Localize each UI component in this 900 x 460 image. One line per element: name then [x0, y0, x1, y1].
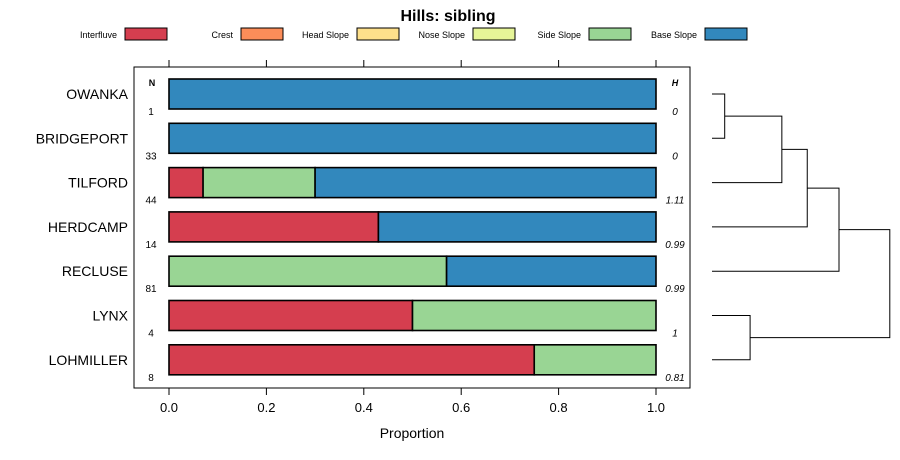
x-axis: 0.0 0.2 0.4 0.6 0.8 1.0 — [160, 60, 665, 415]
h-value-lohmiller: 0.81 — [665, 373, 684, 384]
bar-lohmiller-side-slope — [533, 343, 657, 376]
category-label-lohmiller: LOHMILLER — [49, 352, 128, 368]
dendrogram — [712, 93, 891, 361]
h-column-header: H — [672, 78, 679, 88]
category-label-herdcamp: HERDCAMP — [48, 219, 128, 235]
n-value-herdcamp: 14 — [145, 240, 157, 251]
legend-label-nose-slope: Nose Slope — [418, 30, 465, 40]
bar-tilford-side-slope — [202, 166, 316, 199]
legend-swatch-head-slope — [356, 27, 400, 41]
category-labels: OWANKA BRIDGEPORT TILFORD HERDCAMP RECLUSE LY… — [36, 86, 129, 368]
dendrogram-link-2 — [712, 148, 808, 228]
bar-lohmiller-interfluve — [168, 343, 536, 376]
bar-tilford-interfluve — [168, 166, 204, 199]
bar-lynx-side-slope — [411, 299, 657, 332]
n-column-header: N — [149, 78, 156, 88]
x-tick-label-2: 0.4 — [355, 400, 373, 415]
dendrogram-link-0 — [712, 93, 726, 139]
legend-label-crest: Crest — [211, 30, 233, 40]
dendrogram-link-1 — [712, 115, 783, 184]
category-label-bridgeport: BRIDGEPORT — [36, 130, 129, 146]
legend-swatch-crest — [240, 27, 284, 41]
legend-swatch-base-slope — [704, 27, 748, 41]
bar-recluse-base-slope — [445, 255, 657, 288]
h-value-bridgeport: 0 — [672, 151, 678, 162]
legend-label-head-slope: Head Slope — [302, 30, 349, 40]
legend: Interfluve Crest Head Slope Nose Slope Side … — [80, 27, 748, 41]
n-value-tilford: 44 — [145, 196, 157, 207]
chart-title: Hills: sibling — [400, 8, 495, 25]
bar-recluse-side-slope — [168, 255, 448, 288]
x-tick-label-0: 0.0 — [160, 400, 178, 415]
x-tick-label-1: 0.2 — [257, 400, 275, 415]
bar-tilford-base-slope — [314, 166, 657, 199]
dendrogram-link-3 — [712, 187, 840, 272]
category-label-lynx: LYNX — [92, 308, 128, 324]
n-value-owanka: 1 — [148, 107, 154, 118]
category-label-recluse: RECLUSE — [62, 263, 128, 279]
x-tick-label-3: 0.6 — [452, 400, 470, 415]
dendrogram-link-5 — [750, 229, 891, 339]
x-axis-label: Proportion — [380, 425, 445, 441]
n-value-lynx: 4 — [148, 329, 154, 340]
h-value-recluse: 0.99 — [665, 284, 685, 295]
x-tick-label-4: 0.8 — [550, 400, 568, 415]
bar-lynx-interfluve — [168, 299, 414, 332]
legend-label-side-slope: Side Slope — [537, 30, 581, 40]
h-value-tilford: 1.11 — [666, 196, 685, 207]
bar-bridgeport-base-slope — [168, 122, 657, 155]
bar-herdcamp-interfluve — [168, 211, 380, 243]
plot-frame — [133, 66, 691, 389]
category-label-tilford: TILFORD — [68, 175, 128, 191]
x-tick-label-5: 1.0 — [647, 400, 665, 415]
h-value-lynx: 1 — [672, 329, 678, 340]
bar-herdcamp-base-slope — [377, 211, 657, 243]
h-value-owanka: 0 — [672, 107, 678, 118]
h-value-herdcamp: 0.99 — [665, 240, 685, 251]
dendrogram-link-4 — [712, 315, 751, 361]
legend-label-interfluve: Interfluve — [80, 30, 117, 40]
legend-swatch-interfluve — [124, 27, 168, 41]
n-value-bridgeport: 33 — [145, 151, 157, 162]
legend-swatch-side-slope — [588, 27, 632, 41]
category-label-owanka: OWANKA — [66, 86, 128, 102]
n-value-recluse: 81 — [145, 284, 157, 295]
n-value-lohmiller: 8 — [148, 373, 154, 384]
bar-owanka-base-slope — [168, 78, 657, 110]
legend-label-base-slope: Base Slope — [651, 30, 697, 40]
bars-group: 1 0 33 0 44 1.11 14 0.99 81 0.99 4 1 8 0.81 — [145, 78, 685, 384]
legend-swatch-nose-slope — [472, 27, 516, 41]
